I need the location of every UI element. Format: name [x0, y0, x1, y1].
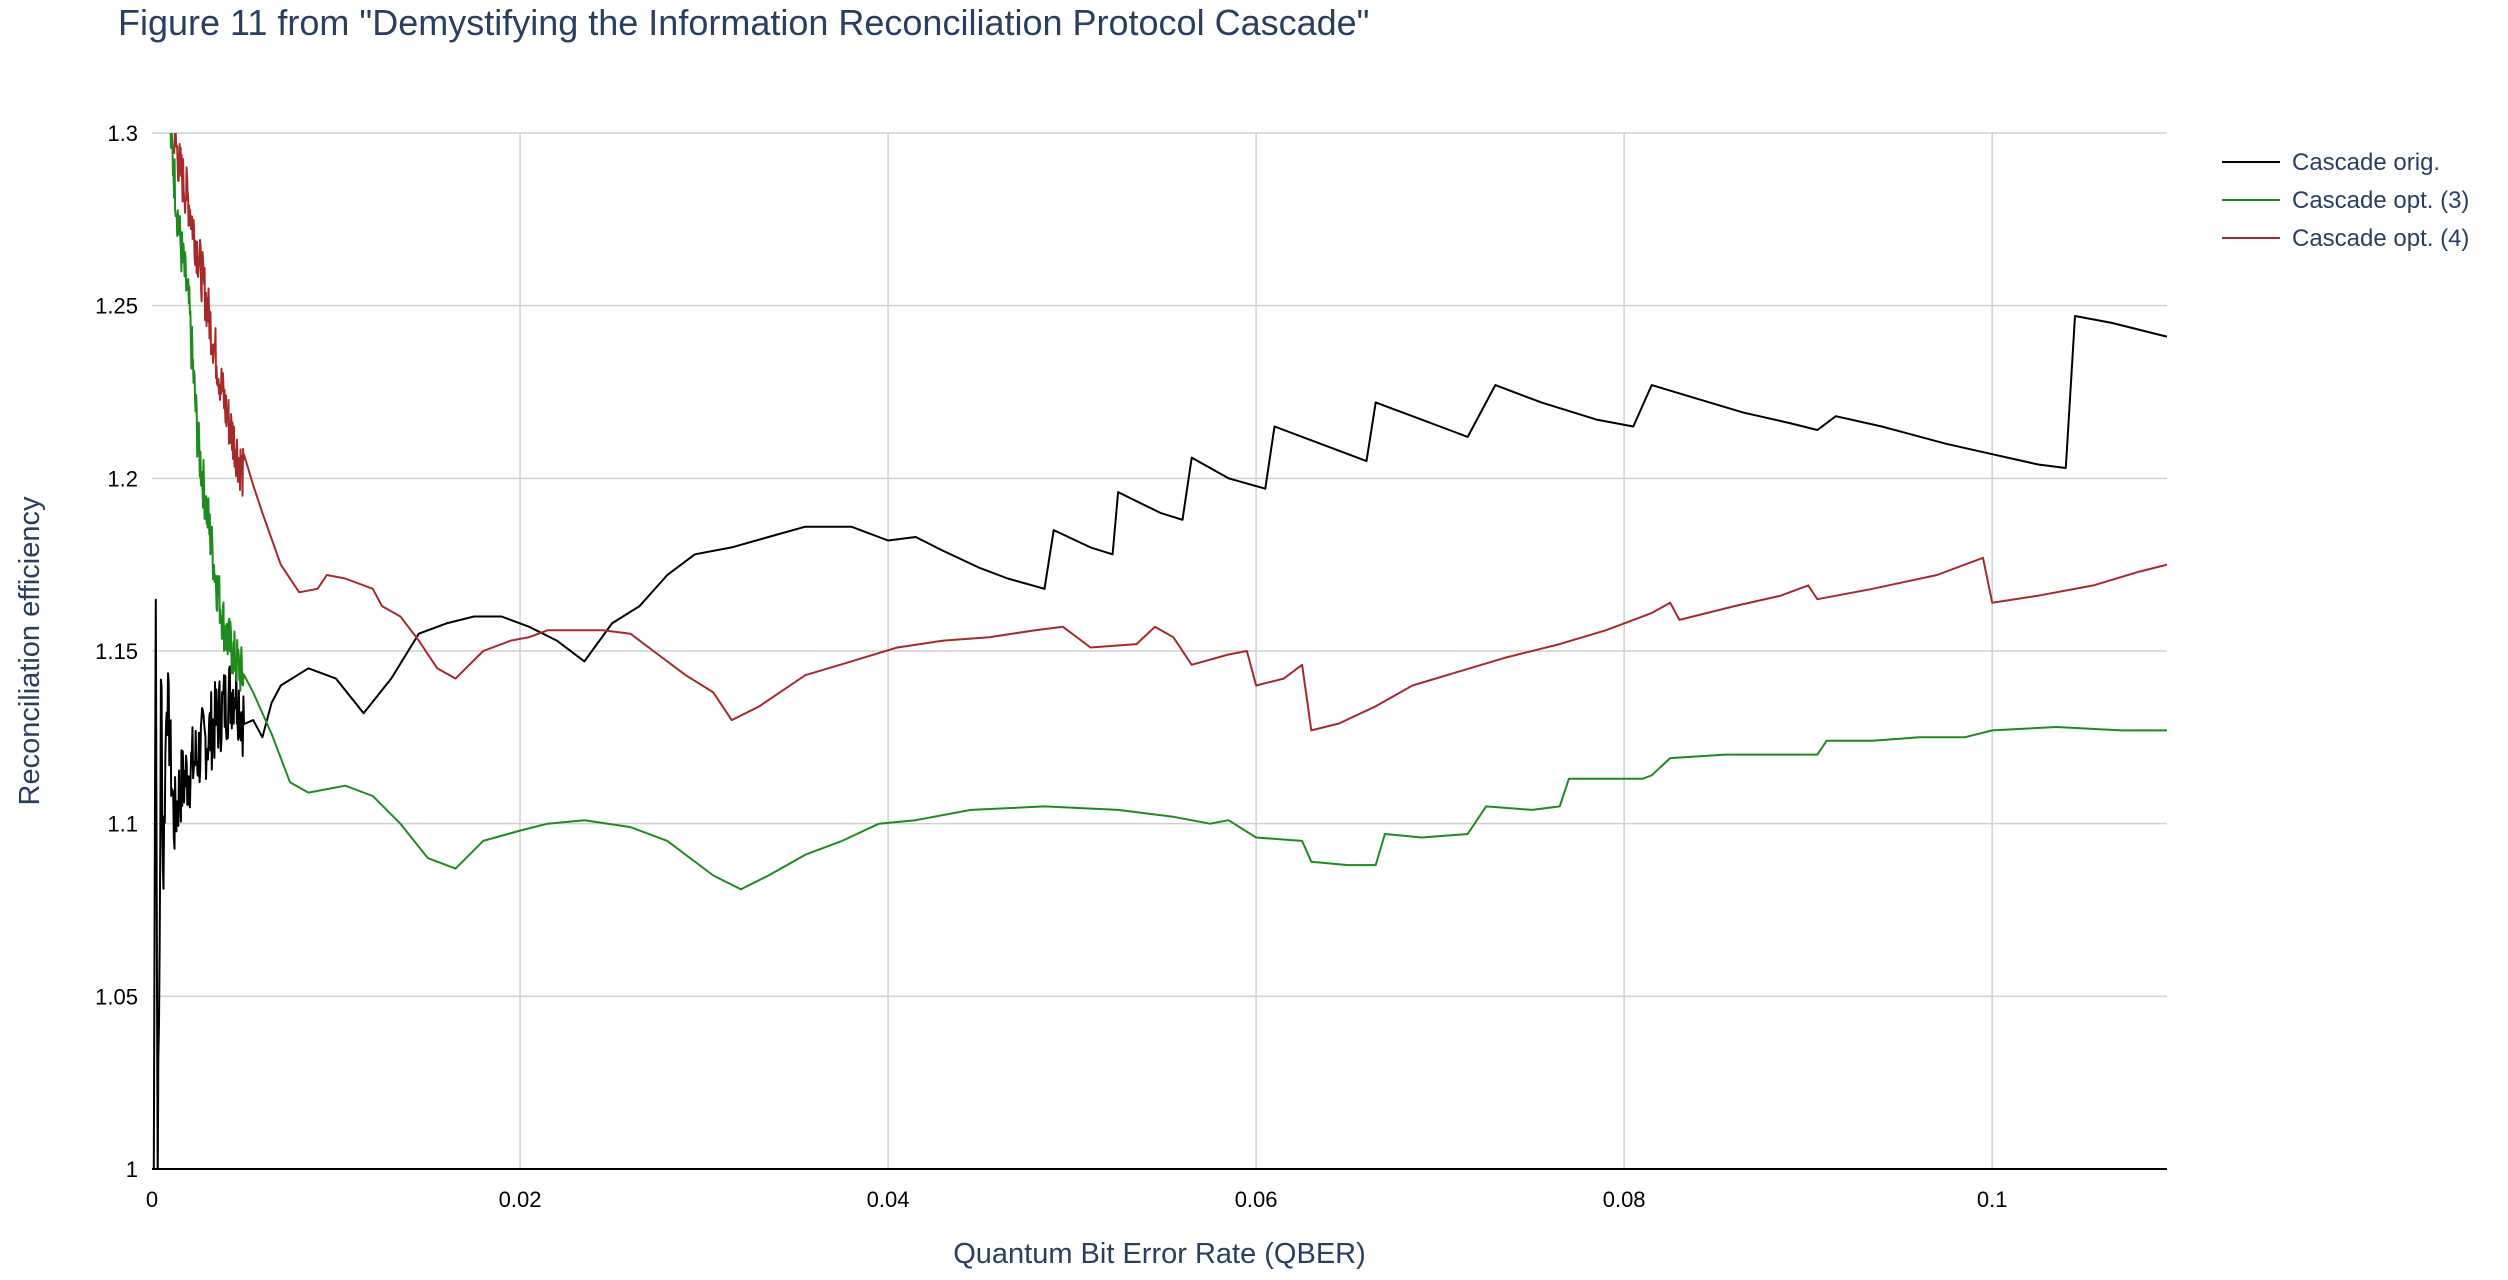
plot-area [152, 133, 2167, 1169]
y-tick-label: 1.3 [107, 121, 138, 146]
series-line-1 [152, 315, 2167, 1169]
y-tick-label: 1.05 [95, 984, 138, 1009]
legend-label: Cascade orig. [2292, 149, 2440, 176]
x-tick-label: 0.06 [1235, 1187, 1278, 1212]
y-tick-label: 1.1 [107, 812, 138, 837]
chart-title: Figure 11 from "Demystifying the Informa… [118, 2, 1370, 43]
grid [152, 132, 2167, 1169]
x-tick-label: 0.04 [867, 1187, 910, 1212]
x-tick-label: 0.1 [1977, 1187, 2008, 1212]
y-axis-ticks: 1 1.05 1.1 1.15 1.2 1.25 1.3 [95, 121, 138, 1182]
y-tick-label: 1.25 [95, 294, 138, 319]
x-tick-label: 0.02 [499, 1187, 542, 1212]
x-axis-title: Quantum Bit Error Rate (QBER) [953, 1238, 1366, 1270]
series-line-2 [169, 133, 2167, 891]
y-tick-label: 1 [126, 1157, 138, 1182]
y-axis-title: Reconciliation efficiency [14, 496, 46, 805]
x-tick-label: 0 [146, 1187, 158, 1212]
legend: Cascade orig. Cascade opt. (3) Cascade opt… [2222, 149, 2469, 252]
x-axis-ticks: 0 0.02 0.04 0.06 0.08 0.1 [146, 1187, 2008, 1212]
series-line-3 [173, 133, 2167, 732]
legend-label: Cascade opt. (3) [2292, 187, 2469, 214]
y-tick-label: 1.15 [95, 639, 138, 664]
y-tick-label: 1.2 [107, 466, 138, 491]
legend-label: Cascade opt. (4) [2292, 225, 2469, 252]
x-tick-label: 0.08 [1603, 1187, 1646, 1212]
